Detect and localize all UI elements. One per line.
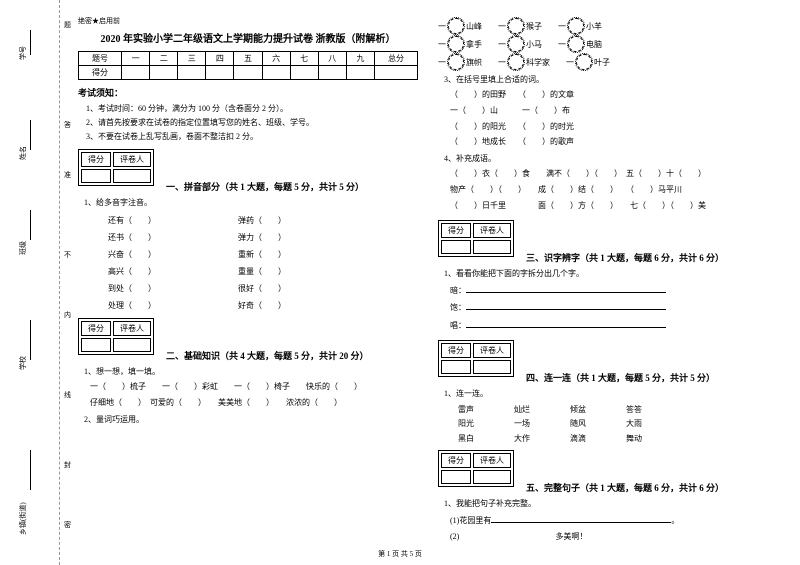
notice-1: 1、考试时间：60 分钟，满分为 100 分（含卷面分 2 分）。 <box>86 103 418 114</box>
pinyin-grid: 还有（ ） 弹药（ ） 还书（ ） 弹力（ ） 兴奋（ ） 重新（ ） 高兴（ … <box>108 212 418 314</box>
label-school: 学校 <box>18 356 28 370</box>
q2-p2: 2、量词巧运用。 <box>84 414 418 425</box>
seal-line: 题 答 准 不 内 线 封 密 <box>60 0 72 565</box>
column-left: 绝密★启用前 2020 年实验小学二年级语文上学期能力提升试卷 浙教版（附解析）… <box>78 16 418 547</box>
gear-icon <box>568 36 584 52</box>
q2-p1: 1、想一想，填一填。 <box>84 366 418 377</box>
section-2-title: 二、基础知识（共 4 大题，每题 5 分，共计 20 分） <box>166 349 369 362</box>
section-5-title: 五、完整句子（共 1 大题，每题 6 分，共计 6 分） <box>526 481 724 494</box>
notice-heading: 考试须知： <box>78 86 418 99</box>
binding-margin: 学号 姓名 班级 学校 乡镇(街道) <box>0 0 60 565</box>
q-sz-prompt: 1、看看你能把下面的字拆分出几个字。 <box>444 268 778 279</box>
gear-icon <box>508 18 524 34</box>
label-class: 班级 <box>18 241 28 255</box>
q2-l1: 一（ ）梳子 一（ ）彩虹 一（ ）椅子 快乐的（ ） <box>90 381 418 394</box>
gear-icon <box>576 54 592 70</box>
notice-3: 3、不要在试卷上乱写乱画，卷面不整洁扣 2 分。 <box>86 131 418 142</box>
q1-prompt: 1、给多音字注音。 <box>84 197 418 208</box>
section-4-title: 四、连一连（共 1 大题，每题 5 分，共计 5 分） <box>526 371 715 384</box>
rater-box-2: 得分评卷人 <box>78 318 154 355</box>
q2-l2: 仔细地（ ） 可爱的（ ） 美美地（ ） 浓浓的（ ） <box>90 397 418 410</box>
exam-title: 2020 年实验小学二年级语文上学期能力提升试卷 浙教版（附解析） <box>78 30 418 45</box>
label-student-id: 学号 <box>18 46 28 60</box>
score-table: 题号 一 二 三 四 五 六 七 八 九 总分 得分 <box>78 51 418 80</box>
rater-box-5: 得分评卷人 <box>438 450 514 487</box>
q-lian-prompt: 1、连一连。 <box>444 388 778 399</box>
label-name: 姓名 <box>18 146 28 160</box>
gear-rows: 一山峰 一猴子 一小羊 一拿手 一小马 一电脑 一旗帜 一科学家 一叶子 <box>438 18 778 70</box>
label-town: 乡镇(街道) <box>18 502 28 535</box>
rater-box-3: 得分评卷人 <box>438 220 514 257</box>
rater-box-1: 得分评卷人 <box>78 149 154 186</box>
secret-label: 绝密★启用前 <box>78 16 418 26</box>
notice-2: 2、请首先按要求在试卷的指定位置填写您的姓名、班级、学号。 <box>86 117 418 128</box>
section-3-title: 三、识字辨字（共 1 大题，每题 6 分，共计 6 分） <box>526 251 724 264</box>
q3-prompt: 3、在括号里填上合适的词。 <box>444 74 778 85</box>
gear-icon <box>448 36 464 52</box>
gear-icon <box>508 54 524 70</box>
page-footer: 第 1 页 共 5 页 <box>0 549 800 559</box>
gear-icon <box>568 18 584 34</box>
column-right: 一山峰 一猴子 一小羊 一拿手 一小马 一电脑 一旗帜 一科学家 一叶子 3、在… <box>438 16 778 547</box>
q-wz-prompt: 1、我能把句子补充完整。 <box>444 498 778 509</box>
gear-icon <box>448 18 464 34</box>
section-1-title: 一、拼音部分（共 1 大题，每题 5 分，共计 5 分） <box>166 180 364 193</box>
gear-icon <box>508 36 524 52</box>
q4-prompt: 4、补充成语。 <box>444 153 778 164</box>
match-grid: 雷声阳光黑白 灿烂一场大作 倾盆随风滴滴 答答大雨舞动 <box>458 403 778 446</box>
gear-icon <box>448 54 464 70</box>
rater-box-4: 得分评卷人 <box>438 340 514 377</box>
